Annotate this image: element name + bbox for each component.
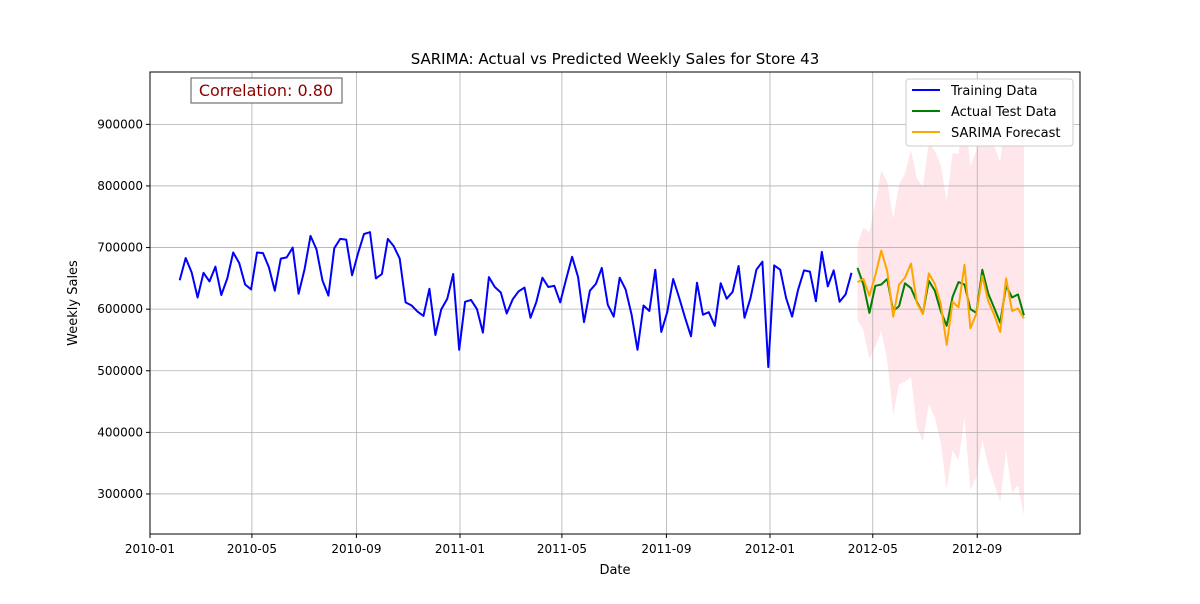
sarima-forecast-line bbox=[857, 249, 1025, 346]
y-tick-label: 600000 bbox=[97, 302, 143, 316]
x-tick-label: 2012-01 bbox=[745, 542, 795, 556]
training-data-line bbox=[178, 231, 853, 369]
legend-box bbox=[905, 78, 1074, 147]
y-axis-ticks: 300000 400000 500000 600000 700000 800000 9000… bbox=[97, 117, 150, 501]
y-tick-label: 300000 bbox=[97, 487, 143, 501]
chart-title: SARIMA: Actual vs Predicted Weekly Sales… bbox=[411, 50, 820, 68]
legend-label-forecast: SARIMA Forecast bbox=[951, 126, 1061, 141]
legend-label-training: Training Data bbox=[950, 84, 1037, 99]
x-tick-label: 2010-09 bbox=[331, 542, 381, 556]
x-axis-label: Date bbox=[599, 563, 630, 578]
actual-test-data-line bbox=[856, 267, 1025, 327]
x-axis-ticks: 2010-01 2010-05 2010-09 2011-01 2011-05 2011-… bbox=[125, 534, 1002, 556]
x-tick-label: 2011-05 bbox=[537, 542, 587, 556]
plot-frame bbox=[149, 71, 1081, 535]
y-tick-label: 900000 bbox=[97, 117, 143, 131]
x-tick-label: 2012-05 bbox=[848, 542, 898, 556]
annotation-text: Correlation: 0.80 bbox=[199, 81, 333, 100]
y-tick-label: 500000 bbox=[97, 364, 143, 378]
x-tick-label: 2011-01 bbox=[435, 542, 485, 556]
legend: Training Data Actual Test Data SARIMA Fo… bbox=[905, 78, 1074, 147]
legend-label-actual: Actual Test Data bbox=[951, 105, 1057, 120]
x-tick-label: 2011-09 bbox=[641, 542, 691, 556]
x-tick-label: 2010-01 bbox=[125, 542, 175, 556]
y-axis-label: Weekly Sales bbox=[66, 260, 81, 346]
series-layer bbox=[178, 231, 1025, 369]
y-tick-label: 800000 bbox=[97, 179, 143, 193]
y-tick-label: 400000 bbox=[97, 425, 143, 439]
x-tick-label: 2012-09 bbox=[952, 542, 1002, 556]
y-tick-label: 700000 bbox=[97, 241, 143, 255]
annotation-box bbox=[190, 77, 343, 104]
x-tick-label: 2010-05 bbox=[227, 542, 277, 556]
correlation-annotation: Correlation: 0.80 bbox=[190, 77, 343, 104]
